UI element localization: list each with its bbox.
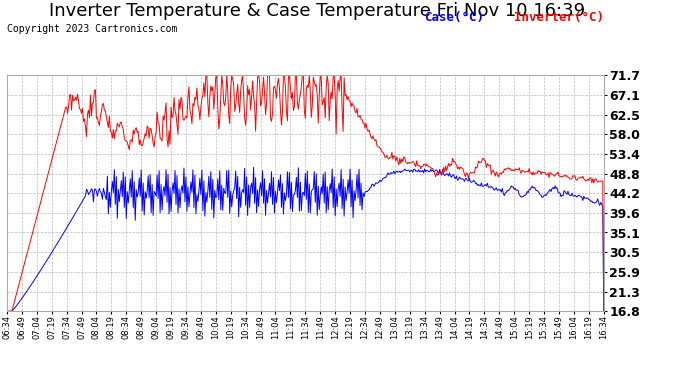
Text: Inverter(°C): Inverter(°C) <box>514 11 604 24</box>
Text: Copyright 2023 Cartronics.com: Copyright 2023 Cartronics.com <box>7 24 177 34</box>
Text: Inverter Temperature & Case Temperature Fri Nov 10 16:39: Inverter Temperature & Case Temperature … <box>50 2 585 20</box>
Text: Case(°C): Case(°C) <box>424 11 484 24</box>
